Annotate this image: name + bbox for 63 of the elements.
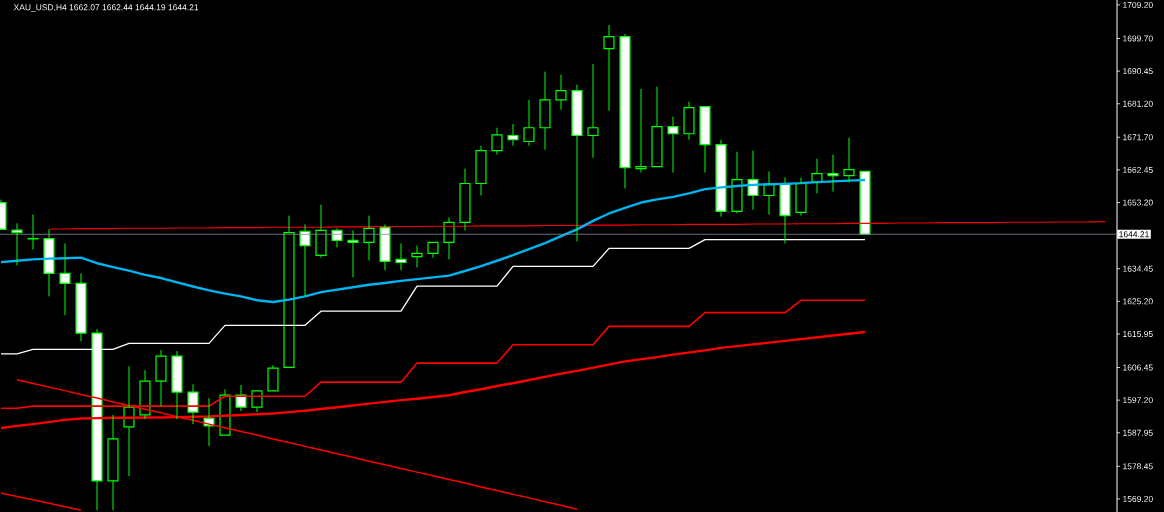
candlestick xyxy=(651,86,663,168)
candlestick xyxy=(507,123,519,147)
y-tick-label: 1587.95 xyxy=(1123,429,1153,436)
candlestick xyxy=(411,245,423,268)
candlestick xyxy=(683,101,695,141)
candlestick xyxy=(11,222,23,266)
candlestick xyxy=(843,137,855,183)
candlestick xyxy=(299,223,311,297)
candlestick xyxy=(827,154,839,193)
y-tick-label: 1615.95 xyxy=(1123,330,1153,337)
candlestick xyxy=(475,145,487,196)
candlestick xyxy=(443,216,455,260)
candlestick xyxy=(379,223,391,271)
y-tick-label: 1653.20 xyxy=(1123,199,1153,206)
candlestick xyxy=(555,74,567,111)
candlestick xyxy=(811,158,823,194)
candlestick xyxy=(139,369,151,420)
candlestick xyxy=(619,33,631,189)
y-tick-label: 1578.45 xyxy=(1123,463,1153,470)
candlestick xyxy=(43,228,55,297)
candlestick xyxy=(283,215,295,368)
candlestick xyxy=(699,105,711,174)
candlestick xyxy=(667,116,679,174)
candlestick xyxy=(763,170,775,216)
y-tick-label: 1662.45 xyxy=(1123,166,1153,173)
candlestick xyxy=(123,365,135,477)
candlestick xyxy=(331,227,343,248)
candlestick xyxy=(795,176,807,217)
candlestick xyxy=(603,24,615,112)
y-tick-label: 1681.20 xyxy=(1123,100,1153,107)
candlestick xyxy=(427,241,439,259)
y-tick-label: 1699.70 xyxy=(1123,35,1153,42)
y-tick-label: 1597.20 xyxy=(1123,397,1153,404)
candlestick xyxy=(187,383,199,425)
candlestick xyxy=(347,229,359,278)
y-tick-label: 1671.70 xyxy=(1123,134,1153,141)
candlestick xyxy=(267,364,279,392)
candlestick xyxy=(315,204,327,259)
candlestick xyxy=(363,215,375,261)
candlestick xyxy=(539,71,551,151)
candlestick xyxy=(59,242,71,316)
ref-line-label: 1644.21 xyxy=(1119,231,1149,238)
candlestick xyxy=(859,170,871,235)
candlestick xyxy=(75,272,87,342)
y-tick-label: 1606.45 xyxy=(1123,364,1153,371)
candlestick xyxy=(171,350,183,420)
candlestick xyxy=(571,84,583,242)
candlestick xyxy=(395,242,407,271)
chart-title: XAU_USD,H4 1662.07 1662.44 1644.19 1644.21 xyxy=(13,4,199,12)
candlestick xyxy=(27,214,39,250)
candlestick xyxy=(587,63,599,159)
candlestick xyxy=(635,88,647,174)
candlestick xyxy=(715,139,727,218)
y-tick-label: 1634.45 xyxy=(1123,265,1153,272)
y-tick-label: 1625.20 xyxy=(1123,298,1153,305)
candlestick xyxy=(523,99,535,147)
y-tick-label: 1690.45 xyxy=(1123,68,1153,75)
candlestick xyxy=(155,349,167,407)
candlestick xyxy=(731,151,743,214)
y-tick-label: 1569.20 xyxy=(1123,495,1153,502)
candlestick xyxy=(459,168,471,231)
y-tick-label: 1709.20 xyxy=(1123,1,1153,8)
candlestick xyxy=(491,127,503,156)
